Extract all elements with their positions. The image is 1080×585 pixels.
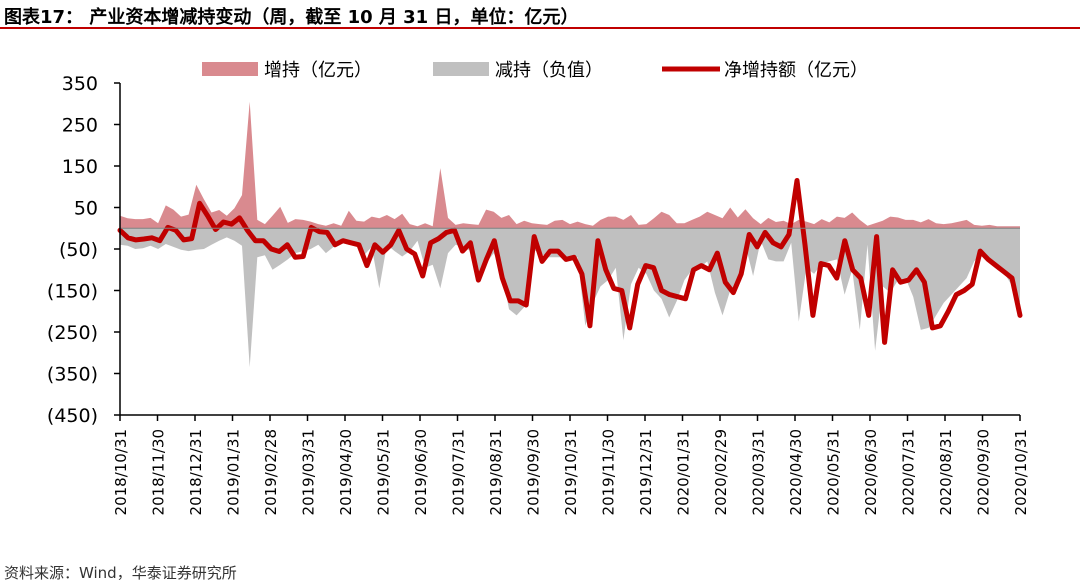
x-tick-label: 2019/12/31: [637, 429, 655, 515]
x-tick-label: 2019/03/31: [300, 429, 318, 515]
x-tick-label: 2019/02/28: [262, 429, 280, 515]
x-tick-label: 2019/11/30: [600, 429, 618, 515]
y-tick-label: (150): [47, 281, 98, 303]
series-area-0: [120, 101, 1020, 229]
title-divider: [0, 27, 1080, 29]
x-tick-label: 2018/12/31: [187, 429, 205, 515]
legend-label-0: 增持（亿元）: [264, 60, 372, 81]
line-layer: [117, 178, 1023, 345]
source-note: 资料来源：Wind，华泰证券研究所: [4, 564, 237, 582]
x-tick-label: 2020/10/31: [1012, 429, 1030, 515]
legend-label-1: 减持（负值）: [495, 60, 603, 81]
legend-label-2: 净增持额（亿元）: [724, 60, 868, 81]
x-tick-label: 2020/06/30: [862, 429, 880, 515]
chart: 350 250 150 50 (50) (150) (250) (350) (450) 2018/…: [47, 60, 1030, 515]
x-tick-label: 2019/10/31: [562, 429, 580, 515]
x-tick-label: 2018/11/30: [150, 429, 168, 515]
x-tick-label: 2018/10/31: [112, 429, 130, 515]
x-tick-label: 2019/04/30: [337, 429, 355, 515]
legend-swatch-1: [433, 62, 489, 76]
legend-swatch-0: [202, 62, 258, 76]
x-tick-label: 2020/07/31: [900, 429, 918, 515]
x-tick-label: 2019/06/30: [412, 429, 430, 515]
chart-title: 图表17： 产业资本增减持变动（周，截至 10 月 31 日，单位：亿元）: [4, 7, 579, 28]
x-tick-label: 2019/07/31: [450, 429, 468, 515]
x-tick-label: 2020/02/29: [712, 429, 730, 515]
x-tick-label: 2019/09/30: [525, 429, 543, 515]
y-tick-label: 150: [62, 156, 98, 178]
y-tick-label: (350): [47, 364, 98, 386]
x-tick-label: 2020/04/30: [787, 429, 805, 515]
y-tick-label: (250): [47, 322, 98, 344]
x-tick-label: 2020/03/31: [750, 429, 768, 515]
legend: 增持（亿元） 减持（负值） 净增持额（亿元）: [202, 60, 868, 81]
y-tick-label: 50: [74, 198, 98, 220]
x-tick-label: 2019/05/31: [375, 429, 393, 515]
y-tick-label: (450): [47, 405, 98, 427]
x-tick-label: 2019/08/31: [487, 429, 505, 515]
series-line-2: [117, 178, 1023, 345]
x-tick-label: 2020/05/31: [825, 429, 843, 515]
x-tick-label: 2020/01/31: [675, 429, 693, 515]
x-tick-label: 2020/08/31: [937, 429, 955, 515]
axes: 350 250 150 50 (50) (150) (250) (350) (450) 2018/…: [47, 73, 1030, 515]
x-tick-label: 2020/09/30: [975, 429, 993, 515]
series-area-1: [120, 228, 1020, 368]
y-tick-label: 250: [62, 115, 98, 137]
y-tick-label: (50): [59, 239, 98, 261]
y-tick-label: 350: [62, 73, 98, 95]
x-tick-label: 2019/01/31: [225, 429, 243, 515]
